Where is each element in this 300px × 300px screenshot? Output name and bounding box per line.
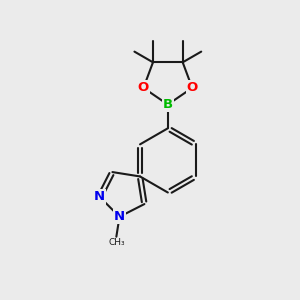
Text: O: O xyxy=(187,81,198,94)
Text: N: N xyxy=(94,190,105,203)
Text: O: O xyxy=(138,81,149,94)
Text: B: B xyxy=(163,98,173,111)
Text: CH₃: CH₃ xyxy=(108,238,125,247)
Text: N: N xyxy=(114,210,125,223)
